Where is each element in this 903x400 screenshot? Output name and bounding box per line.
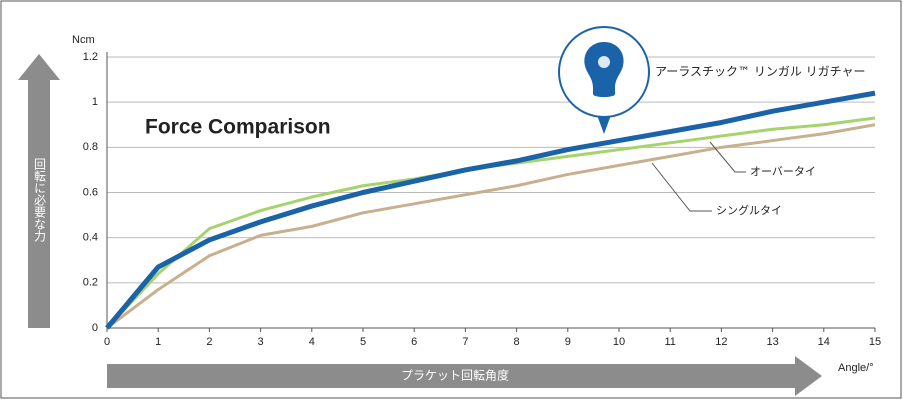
series-label: アーラスチック™ リンガル リガチャー — [655, 65, 866, 79]
ligature-icon — [584, 42, 624, 97]
leader-line — [651, 162, 712, 212]
callout-pointer — [597, 115, 611, 134]
series-line — [105, 90, 876, 330]
x-tick-label: 11 — [664, 336, 675, 348]
x-tick-label: 12 — [715, 336, 727, 348]
x-tick-label: 7 — [462, 336, 468, 348]
x-unit: Angle/° — [838, 362, 874, 374]
series-line — [106, 123, 876, 330]
ligature-hole — [598, 56, 610, 68]
x-tick-label: 10 — [613, 336, 625, 348]
x-tick-label: 9 — [565, 336, 571, 348]
y-tick-label: 0.2 — [83, 277, 98, 289]
x-tick-label: 6 — [411, 336, 417, 348]
y-tick-label: 0.4 — [83, 232, 98, 244]
y-axis-label: 回転に必要な力 — [33, 158, 47, 243]
y-tick-label: 1 — [92, 96, 98, 108]
x-tick-label: 8 — [514, 336, 520, 348]
x-tick-label: 15 — [869, 336, 881, 348]
x-tick-label: 14 — [818, 336, 830, 348]
x-tick-label: 2 — [206, 336, 212, 348]
y-tick-label: 0.6 — [83, 186, 98, 198]
x-tick-label: 5 — [360, 336, 366, 348]
y-tick-label: 0 — [92, 322, 98, 334]
y-tick-label: 1.2 — [83, 51, 98, 63]
x-tick-label: 4 — [309, 336, 315, 348]
series-label: オーバータイ — [750, 165, 816, 178]
x-tick-label: 0 — [104, 336, 110, 348]
x-arrow — [107, 356, 822, 396]
leader-line — [709, 141, 746, 173]
y-unit: Ncm — [72, 34, 95, 46]
x-tick-label: 3 — [258, 336, 264, 348]
series-label: シングルタイ — [716, 203, 782, 217]
y-arrow — [18, 54, 60, 328]
y-tick-label: 0.8 — [83, 141, 98, 153]
chart-title: Force Comparison — [145, 116, 331, 139]
x-tick-label: 1 — [155, 336, 161, 348]
x-tick-label: 13 — [766, 336, 778, 348]
x-axis-label: プラケット回転角度 — [401, 368, 509, 383]
